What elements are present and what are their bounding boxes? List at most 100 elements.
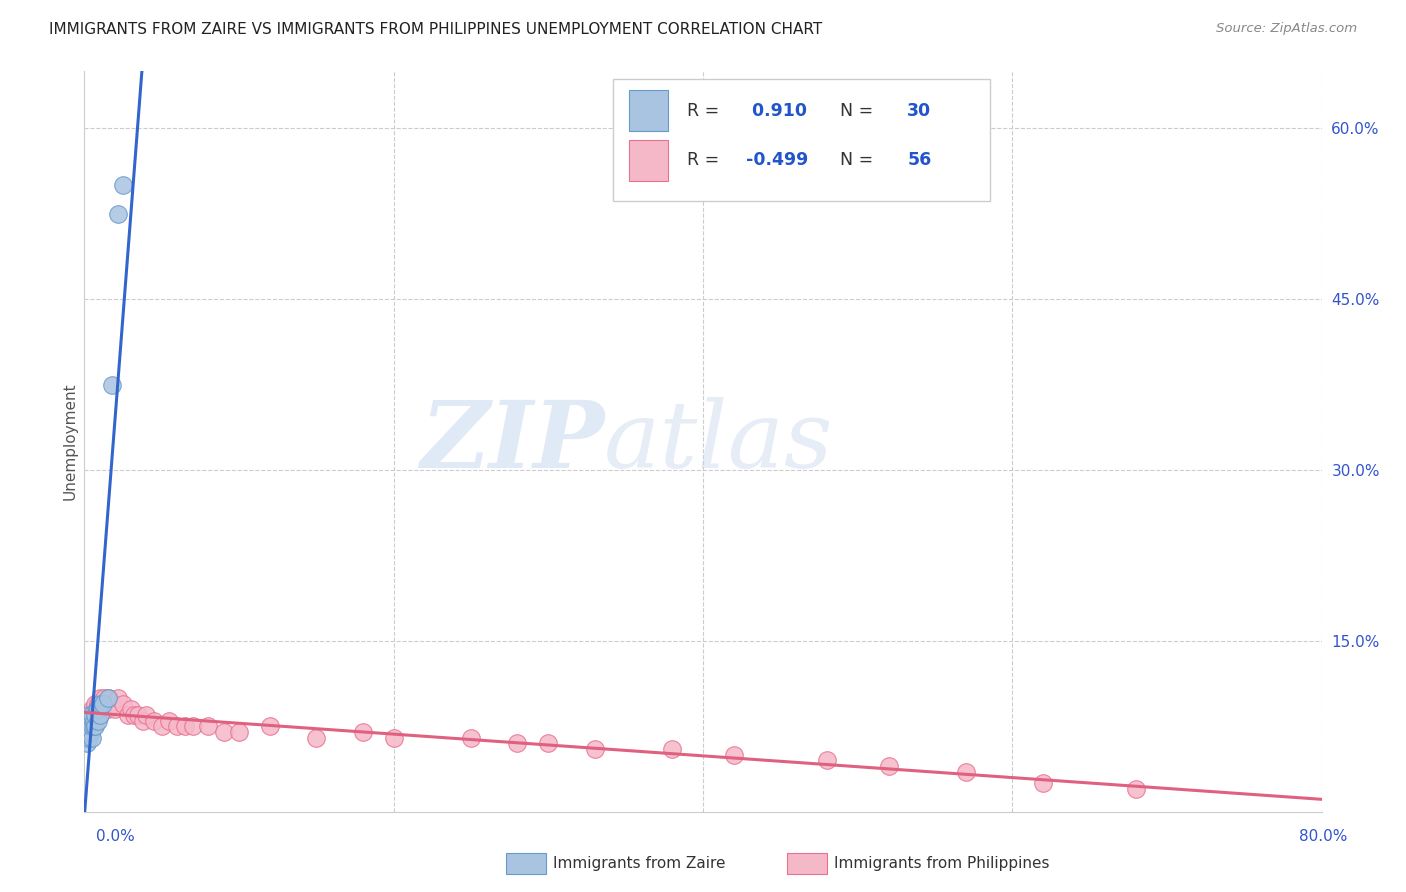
Point [79,719,101,733]
Point [181,719,204,733]
Point [79,707,101,722]
Point [132,714,155,728]
Point [79,714,101,728]
Point [723,747,745,762]
Text: Source: ZipAtlas.com: Source: ZipAtlas.com [1216,22,1357,36]
Point [75,714,97,728]
Text: ZIP: ZIP [420,397,605,486]
Point [96,690,118,705]
Point [877,759,900,773]
Point [87,702,110,716]
Point [76,725,98,739]
Point [96,702,118,716]
Point [83,714,105,728]
Point [75,719,97,733]
Point [174,719,197,733]
Point [117,707,139,722]
Point [84,707,107,722]
Y-axis label: Unemployment: Unemployment [62,383,77,500]
Point [112,697,135,711]
Point [82,719,104,733]
Point [460,731,482,745]
Point [82,702,104,716]
FancyBboxPatch shape [613,78,990,201]
Point [150,719,173,733]
Point [86,702,108,716]
Text: 0.910: 0.910 [747,102,807,120]
Point [77,719,100,733]
Point [93,690,115,705]
Point [77,725,100,739]
Point [90,702,112,716]
Text: 0.0%: 0.0% [96,830,135,844]
Point [75,719,97,733]
Text: 56: 56 [907,152,931,169]
Point [76,707,98,722]
Point [91,697,114,711]
Point [104,702,127,716]
Point [583,742,606,756]
Point [86,702,108,716]
Point [87,714,110,728]
Text: IMMIGRANTS FROM ZAIRE VS IMMIGRANTS FROM PHILIPPINES UNEMPLOYMENT CORRELATION CH: IMMIGRANTS FROM ZAIRE VS IMMIGRANTS FROM… [49,22,823,37]
Point [82,707,104,722]
Point [75,707,97,722]
Point [122,707,145,722]
Point [77,719,100,733]
Point [166,719,188,733]
Point [89,707,111,722]
Point [1125,781,1147,796]
Point [84,697,107,711]
Point [101,377,124,392]
Point [352,725,374,739]
Point [83,719,105,733]
Point [815,754,838,768]
Text: N =: N = [830,102,879,120]
Point [127,707,149,722]
Point [87,697,110,711]
Point [305,731,328,745]
Point [112,178,135,193]
Point [77,707,100,722]
FancyBboxPatch shape [628,140,668,180]
Point [107,690,129,705]
Point [661,742,683,756]
Point [159,714,180,728]
Text: N =: N = [830,152,879,169]
Text: R =: R = [688,102,724,120]
Point [82,731,104,745]
FancyBboxPatch shape [628,90,668,131]
Point [1032,776,1054,790]
Point [89,690,111,705]
Point [135,707,157,722]
Point [212,725,235,739]
Point [98,690,121,705]
Point [84,719,107,733]
Point [382,731,405,745]
Point [82,719,104,733]
Point [228,725,250,739]
Point [83,714,105,728]
Point [76,736,98,750]
Text: -0.499: -0.499 [747,152,808,169]
Point [76,719,98,733]
Point [197,719,219,733]
Point [76,719,98,733]
Point [101,697,124,711]
Text: Immigrants from Philippines: Immigrants from Philippines [834,856,1049,871]
Point [75,731,97,745]
Point [89,697,111,711]
Point [506,736,529,750]
Point [120,702,142,716]
Text: 80.0%: 80.0% [1299,830,1347,844]
Point [77,731,100,745]
Point [91,697,114,711]
Text: 30: 30 [907,102,931,120]
Text: R =: R = [688,152,724,169]
Point [76,714,98,728]
Point [955,764,977,779]
Point [107,207,129,221]
Text: Immigrants from Zaire: Immigrants from Zaire [553,856,725,871]
Point [143,714,166,728]
Point [84,707,107,722]
